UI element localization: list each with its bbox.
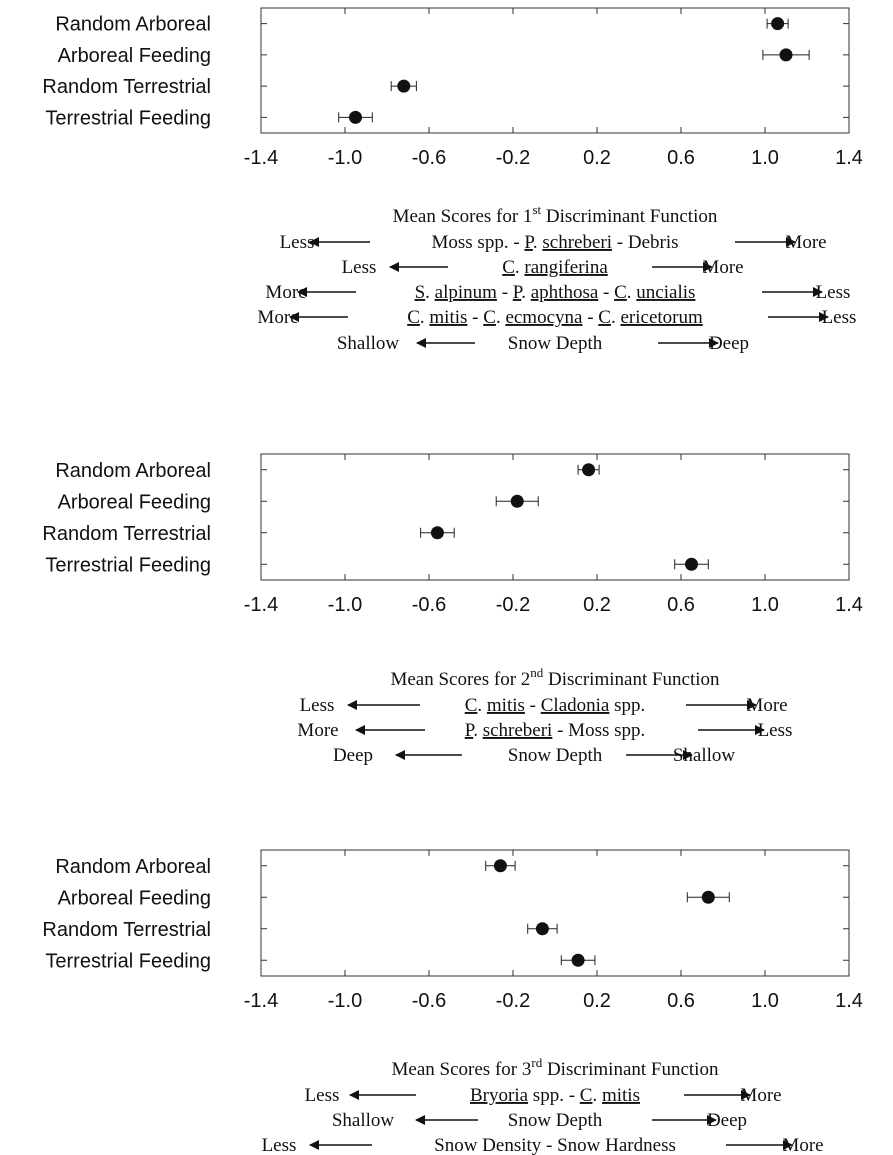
caption-variable: Bryoria spp. - C. mitis: [470, 1085, 640, 1106]
x-tick-label: 0.2: [583, 147, 611, 169]
caption-left-label: More: [265, 282, 306, 303]
x-tick-label: -0.2: [496, 990, 530, 1012]
caption-left-label: Less: [280, 232, 315, 253]
category-label: Random Terrestrial: [42, 919, 211, 941]
category-label: Random Arboreal: [55, 460, 211, 482]
x-tick-label: 0.6: [667, 147, 695, 169]
mean-point: [779, 48, 793, 62]
caption-right-label: More: [782, 1135, 823, 1155]
caption-variable: C. mitis - C. ecmocyna - C. ericetorum: [407, 307, 703, 328]
x-tick-label: -0.2: [496, 594, 530, 616]
caption-right-label: More: [746, 695, 787, 716]
x-tick-label: -1.4: [244, 990, 278, 1012]
plot-frame: [260, 7, 850, 134]
caption-left-label: Less: [305, 1085, 340, 1106]
caption-variable: C. rangiferina: [502, 257, 608, 278]
caption-left-label: Less: [300, 695, 335, 716]
caption-right-label: Less: [758, 720, 793, 741]
x-tick-label: -0.6: [412, 147, 446, 169]
caption-title: Mean Scores for 3rd Discriminant Functio…: [392, 1055, 719, 1080]
category-label: Random Terrestrial: [42, 76, 211, 98]
caption-right-label: Deep: [707, 1110, 747, 1131]
caption-right-label: More: [702, 257, 743, 278]
x-tick-label: 1.4: [835, 594, 863, 616]
category-label: Random Arboreal: [55, 14, 211, 36]
x-tick-label: -1.0: [328, 990, 362, 1012]
chart-panel-3: -1.4 -1.0 -0.6 -0.2 0.2 0.6 1.0 1.4 Random Arbor…: [42, 849, 863, 1155]
caption-variable: Snow Density - Snow Hardness: [434, 1135, 676, 1155]
plot-frame: [260, 453, 850, 581]
mean-point: [535, 922, 549, 936]
chart-panel-2: -1.4 -1.0 -0.6 -0.2 0.2 0.6 1.0 1.4 Random Arbor…: [42, 453, 863, 766]
category-label: Terrestrial Feeding: [45, 950, 211, 972]
caption-left-label: Less: [262, 1135, 297, 1155]
category-label: Terrestrial Feeding: [45, 554, 211, 576]
caption-right-label: Less: [816, 282, 851, 303]
x-tick-label: -0.6: [412, 594, 446, 616]
plot-frame: [260, 849, 850, 977]
mean-point: [685, 557, 698, 571]
mean-point: [430, 526, 444, 540]
x-tick-label: 1.0: [751, 990, 779, 1012]
mean-point: [349, 110, 362, 124]
caption-variable: Moss spp. - P. schreberi - Debris: [431, 232, 678, 253]
caption-left-label: Shallow: [332, 1110, 395, 1131]
caption-right-label: Shallow: [673, 745, 736, 766]
caption-right-label: More: [740, 1085, 781, 1106]
caption-right-label: Less: [822, 307, 857, 328]
mean-point: [571, 953, 585, 967]
caption-left-label: More: [297, 720, 338, 741]
x-tick-label: -1.4: [244, 147, 278, 169]
mean-point: [397, 79, 411, 93]
caption-right-label: More: [785, 232, 826, 253]
chart-panel-1: -1.4 -1.0 -0.6 -0.2 0.2 0.6 1.0 1.4 Random Arbor…: [42, 7, 863, 354]
x-tick-label: -1.0: [328, 594, 362, 616]
caption-title: Mean Scores for 2nd Discriminant Functio…: [390, 665, 720, 690]
mean-point: [510, 494, 524, 508]
x-tick-label: 0.6: [667, 594, 695, 616]
caption-left-label: Shallow: [337, 333, 400, 354]
x-tick-label: 1.4: [835, 990, 863, 1012]
x-tick-label: 1.0: [751, 594, 779, 616]
caption-left-label: More: [257, 307, 298, 328]
mean-point: [701, 890, 715, 904]
x-tick-label: -0.2: [496, 147, 530, 169]
caption-variable: C. mitis - Cladonia spp.: [465, 695, 646, 716]
category-label: Random Terrestrial: [42, 523, 211, 545]
mean-point: [582, 463, 596, 477]
x-tick-label: 1.0: [751, 147, 779, 169]
x-tick-label: -1.0: [328, 147, 362, 169]
caption-variable: S. alpinum - P. aphthosa - C. uncialis: [415, 282, 696, 303]
caption-variable: Snow Depth: [508, 1110, 603, 1131]
category-label: Terrestrial Feeding: [45, 107, 211, 129]
caption-left-label: Less: [342, 257, 377, 278]
mean-point: [771, 17, 785, 31]
caption-variable: P. schreberi - Moss spp.: [465, 720, 646, 741]
x-tick-label: -1.4: [244, 594, 278, 616]
caption-variable: Snow Depth: [508, 745, 603, 766]
category-label: Arboreal Feeding: [58, 887, 211, 909]
caption-title: Mean Scores for 1st Discriminant Functio…: [393, 202, 718, 227]
x-tick-label: 1.4: [835, 147, 863, 169]
caption-variable: Snow Depth: [508, 333, 603, 354]
caption-right-label: Deep: [709, 333, 749, 354]
category-label: Random Arboreal: [55, 856, 211, 878]
caption-left-label: Deep: [333, 745, 373, 766]
category-label: Arboreal Feeding: [58, 45, 211, 67]
x-tick-label: 0.2: [583, 594, 611, 616]
x-tick-label: 0.6: [667, 990, 695, 1012]
mean-point: [493, 859, 507, 873]
category-label: Arboreal Feeding: [58, 491, 211, 513]
x-tick-label: 0.2: [583, 990, 611, 1012]
x-tick-label: -0.6: [412, 990, 446, 1012]
